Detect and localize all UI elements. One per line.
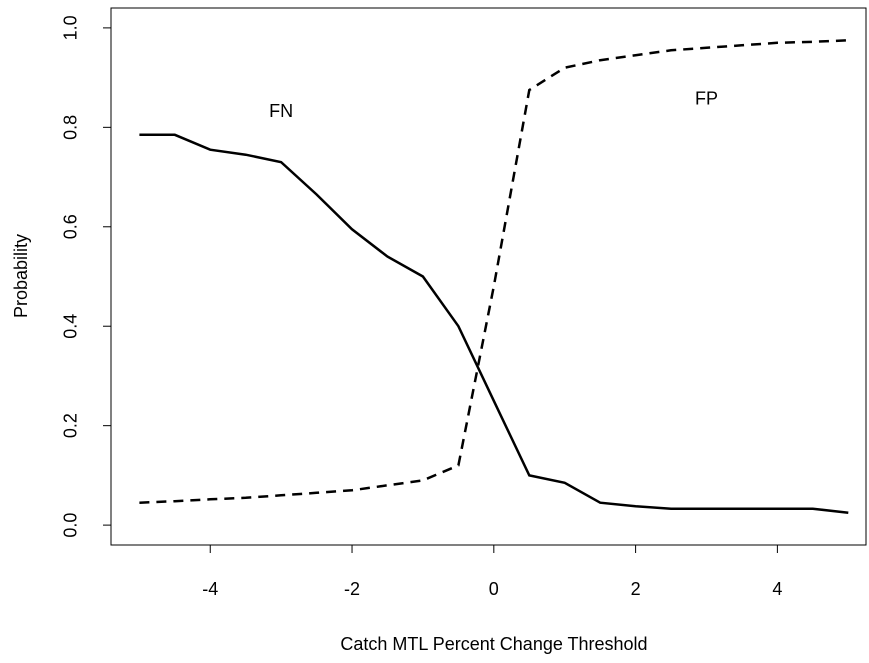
x-tick-label: 4 — [772, 579, 782, 599]
plot-box — [110, 7, 867, 546]
annotation: FN — [269, 101, 293, 121]
x-tick-label: -4 — [202, 579, 218, 599]
x-tick-label: -2 — [344, 579, 360, 599]
y-tick-label: 0.0 — [61, 513, 81, 538]
y-tick-label: 1.0 — [61, 15, 81, 40]
y-tick-label: 0.2 — [61, 413, 81, 438]
series-line — [139, 133, 849, 514]
x-axis-label: Catch MTL Percent Change Threshold — [340, 634, 647, 654]
series-line — [139, 39, 849, 504]
y-tick-label: 0.4 — [61, 314, 81, 339]
x-tick-label: 0 — [489, 579, 499, 599]
annotation: FP — [695, 89, 718, 109]
y-tick-label: 0.6 — [61, 214, 81, 239]
y-axis-label: Probability — [11, 234, 31, 318]
x-tick-label: 2 — [631, 579, 641, 599]
y-tick-label: 0.8 — [61, 115, 81, 140]
